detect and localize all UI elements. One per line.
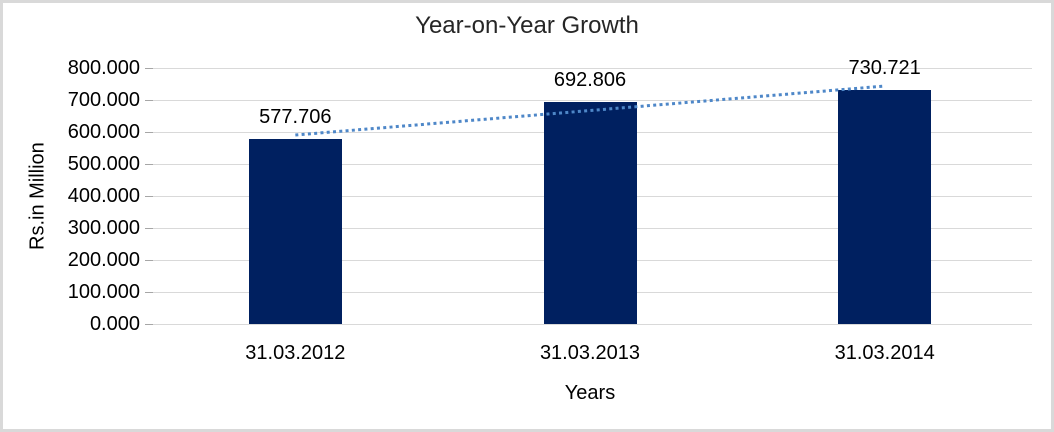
bar	[248, 139, 342, 324]
y-axis-tick-label: 500.000	[67, 153, 140, 175]
bar	[838, 90, 932, 324]
chart-title: Year-on-Year Growth	[415, 12, 639, 39]
y-axis-tick-label: 0.000	[89, 313, 140, 335]
trendline-dotted	[295, 84, 885, 137]
y-axis-tick-mark	[145, 68, 153, 69]
y-axis-tick-mark	[145, 292, 153, 293]
y-axis-tick-mark	[145, 164, 153, 165]
y-axis: 0.000 100.000 200.000 300.000 400.000 500.000…	[0, 57, 140, 335]
plot-area: 577.706 692.806 730.721	[148, 57, 1032, 325]
y-axis-tick-mark	[145, 132, 153, 133]
x-category-label: 31.03.2013	[539, 342, 641, 364]
data-label: 577.706	[259, 106, 332, 129]
gridline	[148, 324, 1032, 325]
bar	[543, 102, 637, 324]
x-category-label: 31.03.2012	[245, 342, 346, 364]
x-category-label: 31.03.2014	[834, 342, 935, 364]
y-axis-tick-mark	[145, 196, 153, 197]
data-label: 730.721	[848, 57, 921, 80]
y-axis-tick-label: 300.000	[67, 217, 140, 239]
y-axis-tick-label: 200.000	[67, 249, 140, 271]
y-axis-tick-label: 400.000	[67, 185, 140, 207]
gridline	[148, 68, 1032, 69]
y-axis-tick-label: 700.000	[67, 89, 140, 111]
y-axis-tick-label: 800.000	[67, 57, 140, 79]
y-axis-tick-mark	[145, 228, 153, 229]
gridline	[148, 100, 1032, 101]
y-axis-tick-label: 600.000	[67, 121, 140, 143]
x-axis-title: Years	[564, 382, 616, 404]
data-label: 692.806	[553, 69, 627, 92]
x-axis-category-labels: 31.03.2012 31.03.2013 31.03.2014	[148, 342, 1032, 366]
y-axis-tick-label: 100.000	[67, 281, 140, 303]
y-axis-tick-mark	[145, 324, 153, 325]
y-axis-tick-mark	[145, 100, 153, 101]
y-axis-tick-mark	[145, 260, 153, 261]
